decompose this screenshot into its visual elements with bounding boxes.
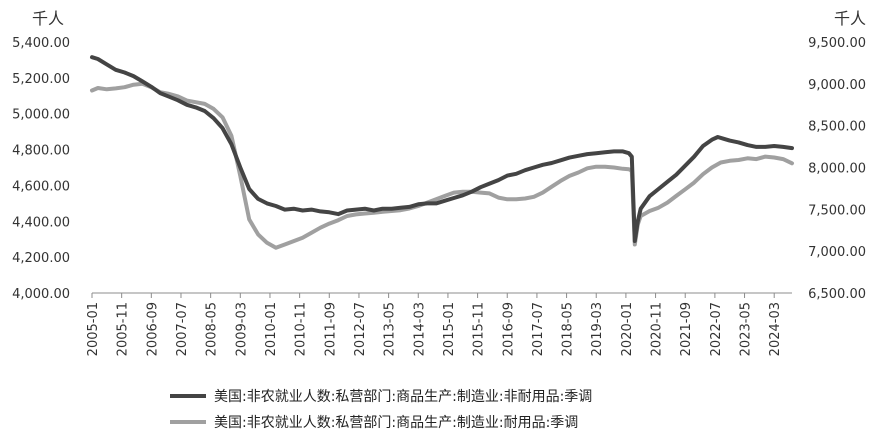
legend-label: 美国:非农就业人数:私营部门:商品生产:制造业:耐用品:季调 (214, 415, 578, 431)
left-tick-label: 5,200.00 (12, 72, 70, 87)
right-tick-label: 7,000.00 (808, 245, 866, 260)
x-tick-label: 2005-11 (116, 302, 131, 356)
x-tick-label: 2015-11 (472, 302, 487, 356)
x-tick-label: 2014-03 (412, 302, 427, 356)
series-line-left (90, 55, 794, 243)
left-tick-label: 4,200.00 (12, 251, 70, 266)
x-tick-label: 2006-09 (145, 302, 160, 356)
x-tick-label: 2023-05 (739, 302, 754, 356)
left-unit-label: 千人 (32, 9, 64, 28)
x-tick-label: 2010-11 (294, 302, 309, 356)
left-tick-label: 4,600.00 (12, 179, 70, 194)
x-tick-label: 2022-07 (709, 302, 724, 356)
left-tick-label: 4,400.00 (12, 215, 70, 230)
x-tick-label: 2010-01 (264, 302, 279, 356)
right-tick-label: 7,500.00 (808, 203, 866, 218)
x-tick-label: 2021-09 (679, 302, 694, 356)
legend-label: 美国:非农就业人数:私营部门:商品生产:制造业:非耐用品:季调 (214, 389, 592, 405)
legend: 美国:非农就业人数:私营部门:商品生产:制造业:非耐用品:季调美国:非农就业人数… (170, 389, 592, 431)
x-tick-label: 2012-07 (353, 302, 368, 356)
right-tick-label: 9,500.00 (808, 36, 866, 51)
left-tick-label: 4,000.00 (12, 287, 70, 302)
right-tick-label: 8,500.00 (808, 120, 866, 135)
left-tick-label: 4,800.00 (12, 144, 70, 159)
x-tick-label: 2009-03 (234, 302, 249, 356)
x-tick-label: 2013-05 (383, 302, 398, 356)
right-tick-label: 6,500.00 (808, 287, 866, 302)
axes-layer: 4,000.00 4,200.00 4,400.00 4,600.00 4,800.00… (12, 9, 866, 356)
left-tick-label: 5,000.00 (12, 108, 70, 123)
x-tick-label: 2020-01 (620, 302, 635, 356)
x-tick-label: 2024-03 (768, 302, 783, 356)
series-layer (90, 55, 794, 250)
left-tick-label: 5,400.00 (12, 36, 70, 51)
series-line-right (90, 81, 794, 250)
x-tick-label: 2017-07 (531, 302, 546, 356)
x-tick-label: 2005-01 (86, 302, 101, 356)
right-unit-label: 千人 (834, 9, 866, 28)
x-tick-label: 2020-11 (650, 302, 665, 356)
x-tick-label: 2008-05 (205, 302, 220, 356)
x-tick-label: 2015-01 (442, 302, 457, 356)
x-tick-label: 2011-09 (323, 302, 338, 356)
x-tick-label: 2018-05 (561, 302, 576, 356)
right-tick-label: 9,000.00 (808, 78, 866, 93)
x-tick-label: 2007-07 (175, 302, 190, 356)
right-tick-label: 8,000.00 (808, 162, 866, 177)
x-tick-label: 2016-09 (501, 302, 516, 356)
x-tick-label: 2019-03 (590, 302, 605, 356)
